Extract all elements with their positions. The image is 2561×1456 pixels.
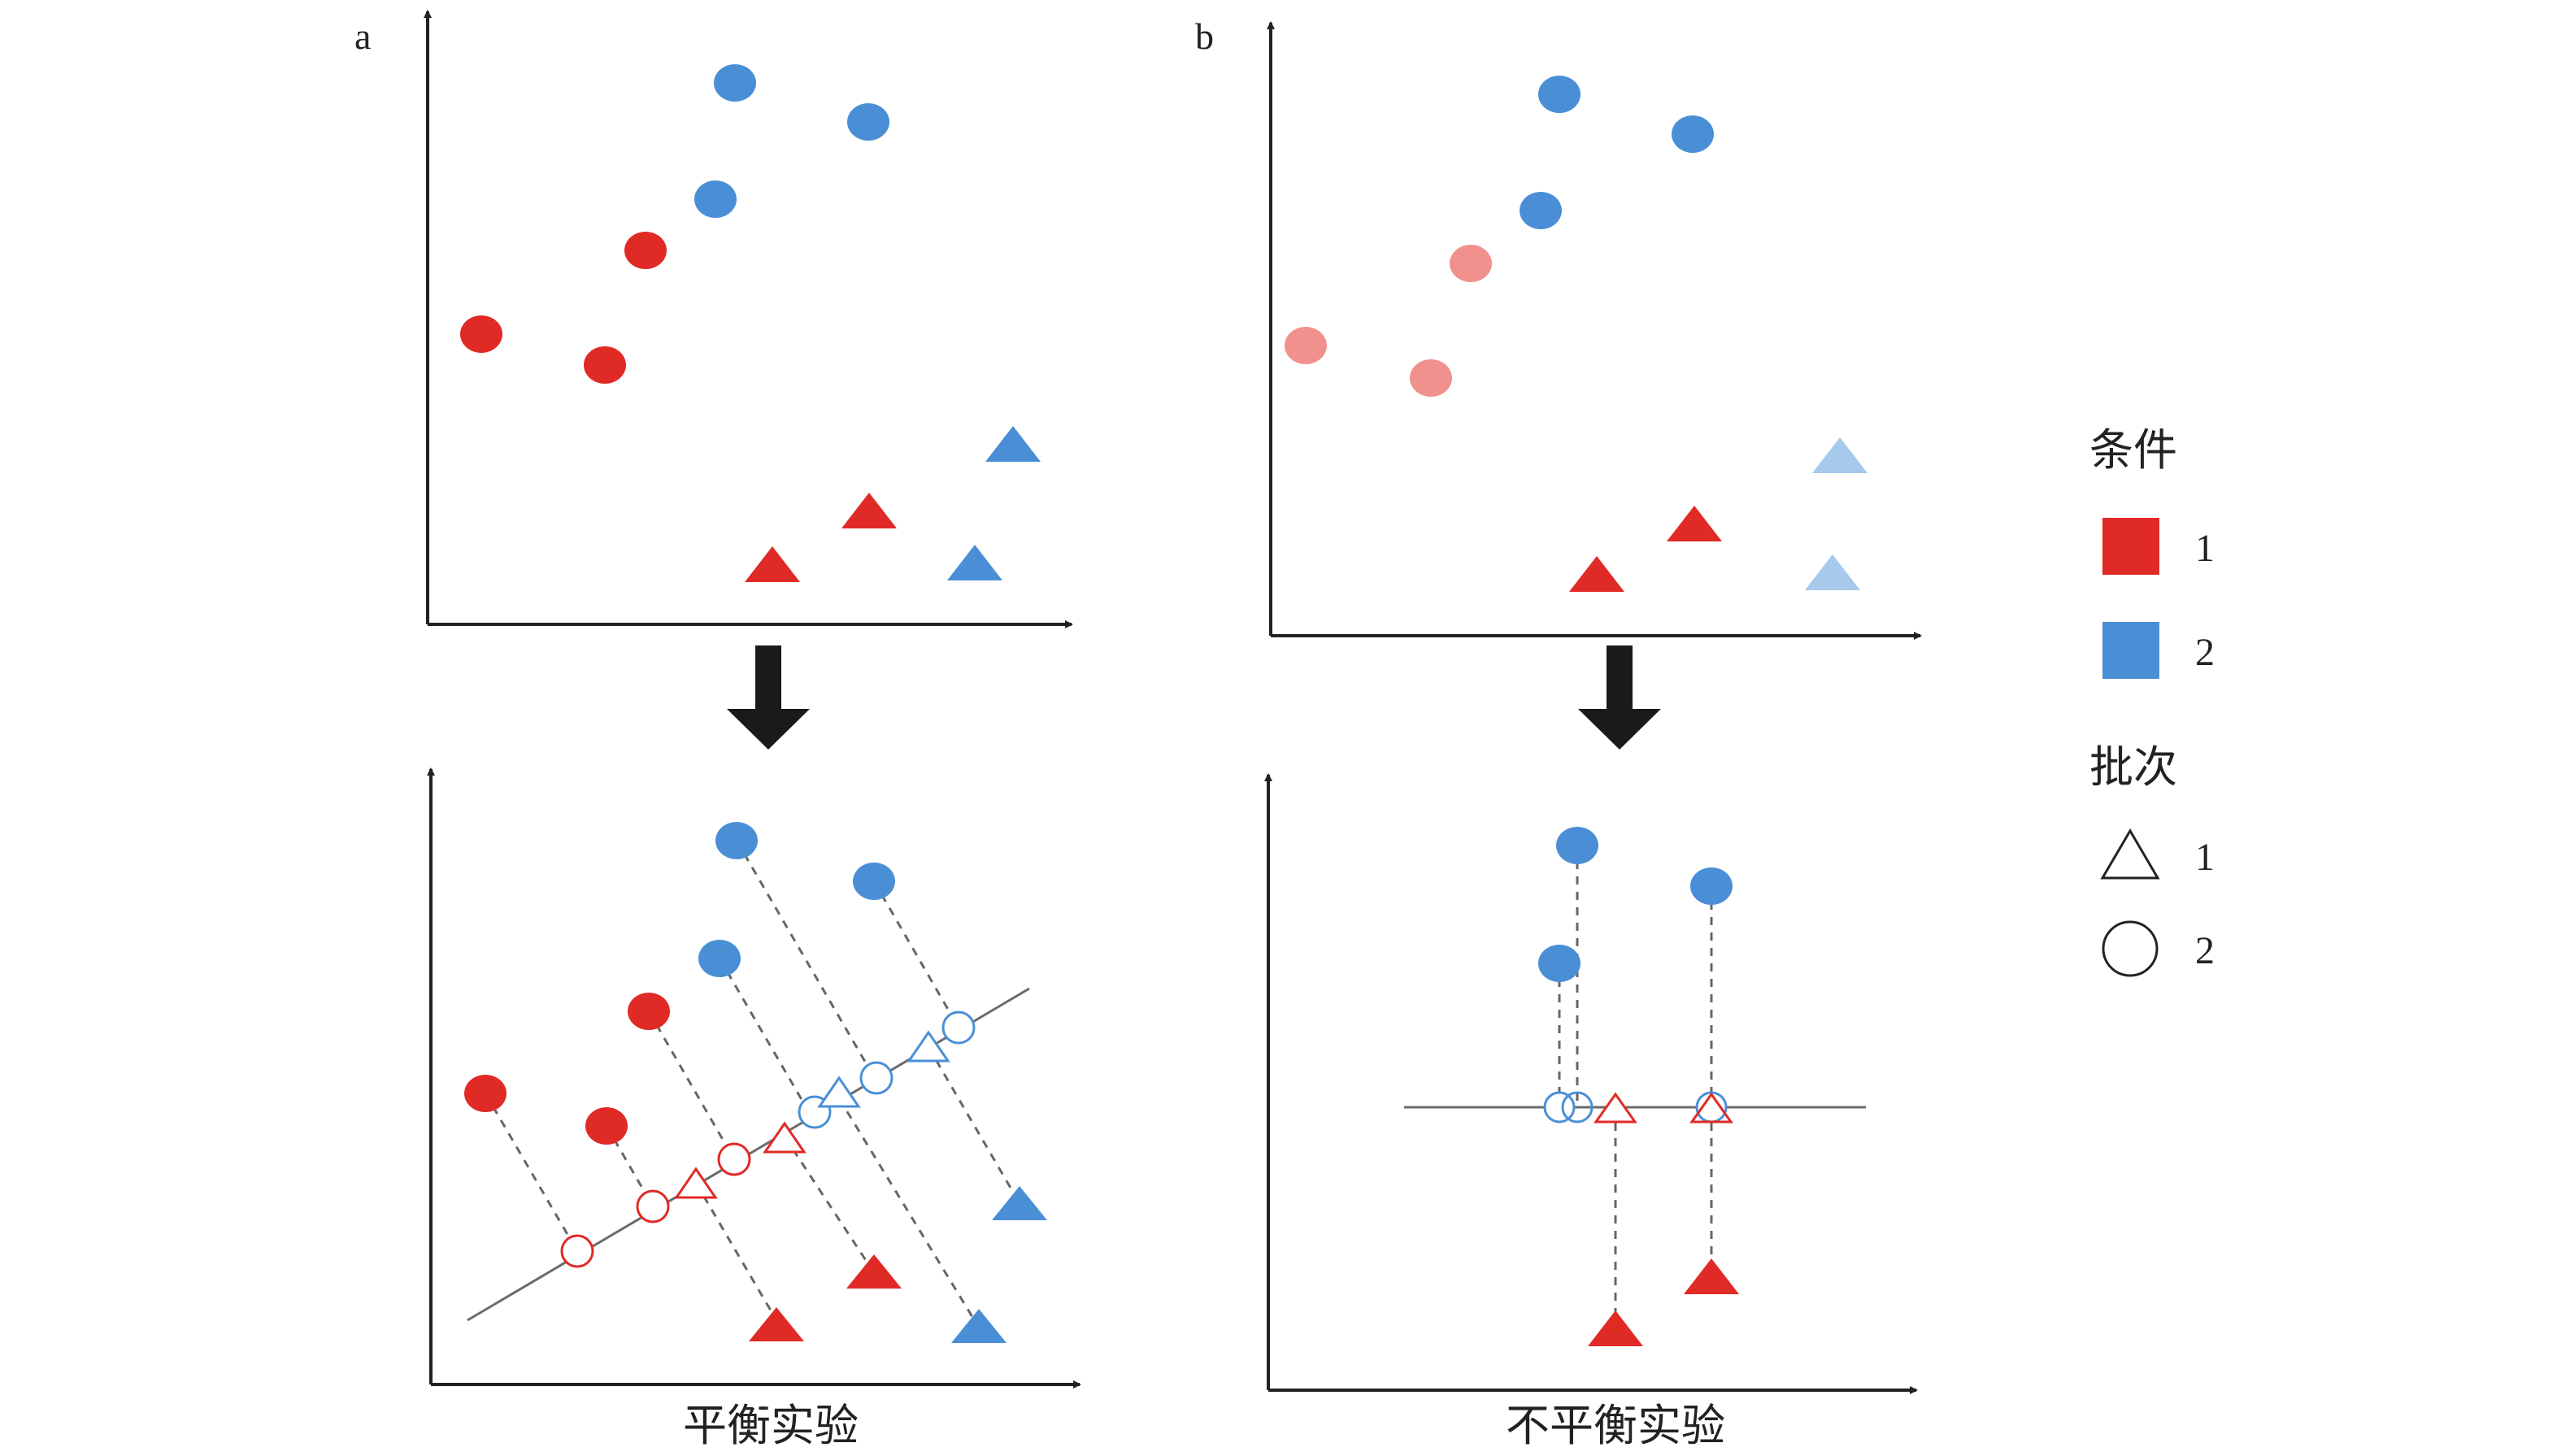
arrow-down-icon [727,645,810,750]
red-triangle [1569,556,1624,592]
legend-condition-title: 条件 [2089,426,2177,475]
projection-dash [735,840,878,1082]
blue-point [1556,827,1598,864]
blue-point [1690,867,1733,905]
red-triangle [1588,1310,1643,1346]
blue-point [847,103,889,141]
blue-projected-triangle [817,1076,861,1108]
blue-triangle [951,1309,1007,1343]
red-projected-circle [636,1189,670,1223]
panel-a-top: a [354,10,1073,628]
red-point [464,1075,507,1112]
blue-point [694,180,737,218]
panel-b-caption: 不平衡实验 [1506,1402,1725,1450]
condition-1-label: 1 [2195,527,2215,570]
blue-projected-circle [1561,1091,1594,1124]
red-point [585,1107,628,1145]
condition-2-swatch [2102,622,2159,679]
blue-triangle [985,426,1041,462]
blue-triangle [992,1186,1047,1220]
red-point [460,315,502,353]
red-point [628,993,670,1030]
red-projected-triangle [763,1121,807,1154]
projection-dash [718,958,816,1123]
red-faded-point [1285,327,1327,364]
blue-point [1538,76,1581,113]
blue-point [698,940,741,977]
blue-projected-circle [941,1011,976,1045]
red-point [624,232,667,269]
projection-dash [783,1136,873,1270]
blue-point [715,822,758,859]
projection-dash [872,880,960,1028]
red-projected-circle [717,1142,751,1176]
condition-2-label: 2 [2195,631,2215,674]
blue-point [1672,115,1714,153]
red-triangle [1684,1258,1739,1294]
panel-a-bottom: 平衡实验 [427,767,1081,1450]
projection-dash [484,1093,579,1252]
red-triangle [841,493,897,528]
triangle-outline-icon [2100,828,2160,880]
blue-projected-circle [1543,1091,1576,1124]
blue-point [714,64,756,102]
blue-point [1538,945,1581,982]
blue-point [853,863,895,900]
red-faded-point [1410,359,1452,397]
blue-projected-triangle [907,1030,950,1063]
red-triangle [745,546,800,582]
arrow-down-icon [1578,645,1661,750]
red-projected-triangle [1594,1092,1637,1124]
condition-1-swatch [2102,518,2159,575]
red-projected-triangle [674,1167,718,1199]
red-projected-triangle [1689,1092,1733,1124]
blue-faded-triangle [1805,554,1860,590]
red-projected-circle [560,1234,594,1268]
red-triangle [749,1307,804,1341]
panel-a-caption: 平衡实验 [683,1402,859,1450]
projection-dash [927,1046,1021,1204]
batch-2-label: 2 [2195,929,2215,972]
blue-point [1520,192,1562,229]
panel-b-letter: b [1195,15,1214,57]
projection-dash [694,1182,778,1321]
circle-outline-icon [2102,920,2159,977]
blue-faded-triangle [1812,437,1867,473]
blue-triangle [947,545,1002,580]
red-triangle [846,1254,902,1289]
red-triangle [1667,506,1722,541]
panel-b-bottom: 不平衡实验 [1264,773,1918,1450]
projection-dash [647,1011,736,1160]
panel-a-letter: a [354,15,371,57]
projection-dash [837,1097,978,1324]
red-point [584,346,626,384]
blue-projected-circle [859,1061,894,1095]
legend-batch-title: 批次 [2089,743,2177,792]
red-faded-point [1450,245,1492,282]
batch-1-label: 1 [2195,836,2215,879]
legend: 条件 1 2 批次 1 2 [2089,426,2215,977]
panel-b-top: b [1195,15,1922,640]
